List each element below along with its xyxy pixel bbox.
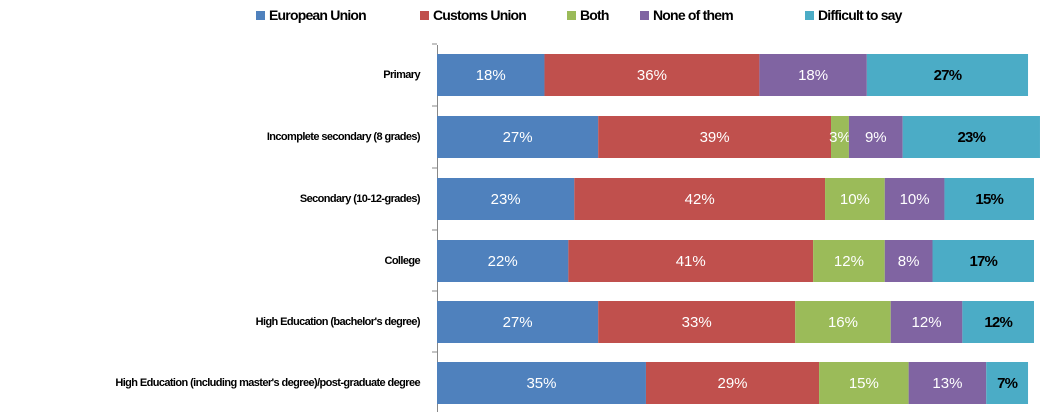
bar-segment	[831, 116, 849, 158]
bar-segment	[932, 240, 1034, 282]
bar-segment	[437, 178, 575, 220]
legend-swatch	[640, 11, 649, 20]
value-label: 17%	[969, 253, 997, 270]
legend-label: None of them	[653, 7, 733, 23]
value-label: 10%	[840, 191, 870, 208]
value-label: 23%	[491, 191, 521, 208]
bar-segment	[944, 178, 1034, 220]
value-label: 13%	[932, 375, 962, 392]
bar-segment	[544, 54, 760, 96]
value-label: 33%	[682, 314, 712, 331]
bar-segment	[825, 178, 885, 220]
category-label: Primary	[383, 69, 420, 81]
value-label: 41%	[676, 253, 706, 270]
category-label: College	[384, 255, 420, 267]
legend-swatch	[567, 11, 576, 20]
bar-segment	[568, 240, 814, 282]
bar-segment	[884, 240, 933, 282]
bar-segment	[574, 178, 826, 220]
bar-segment	[902, 116, 1040, 158]
bar-segment	[908, 362, 987, 404]
value-label: 10%	[900, 191, 930, 208]
bar-segment	[437, 116, 599, 158]
bar-segment	[986, 362, 1029, 404]
category-label: High Education (bachelor's degree)	[255, 316, 421, 328]
category-label: Secondary (10-12-grades)	[299, 193, 421, 205]
bar-segment	[437, 301, 599, 343]
legend-label: Both	[580, 7, 609, 23]
value-label: 15%	[975, 191, 1003, 208]
value-label: 18%	[476, 67, 506, 84]
value-label: 27%	[934, 67, 962, 84]
category-label: High Education (including master's degre…	[115, 377, 420, 389]
value-label: 15%	[849, 375, 879, 392]
bar-segment	[759, 54, 867, 96]
bar-segment	[437, 240, 569, 282]
bar-segment	[437, 362, 646, 404]
bar-segment	[813, 240, 885, 282]
bar-segment	[848, 116, 903, 158]
bar-segment	[884, 178, 945, 220]
bar-segment	[866, 54, 1029, 96]
value-label: 8%	[898, 253, 920, 270]
legend-swatch	[256, 11, 265, 20]
value-label: 27%	[503, 314, 533, 331]
bar-segment	[598, 301, 796, 343]
bar-segment	[437, 54, 545, 96]
value-label: 16%	[828, 314, 858, 331]
value-label: 22%	[488, 253, 518, 270]
value-label: 7%	[997, 375, 1018, 392]
value-label: 35%	[526, 375, 556, 392]
value-label: 42%	[685, 191, 715, 208]
bar-segment	[795, 301, 891, 343]
legend-label: European Union	[269, 7, 366, 23]
value-label: 12%	[912, 314, 942, 331]
value-label: 12%	[834, 253, 864, 270]
bar-segment	[819, 362, 909, 404]
value-label: 29%	[717, 375, 747, 392]
value-label: 39%	[700, 129, 730, 146]
legend-swatch	[805, 11, 814, 20]
value-label: 23%	[958, 129, 986, 146]
value-label: 36%	[637, 67, 667, 84]
bar-segment	[598, 116, 832, 158]
value-label: 9%	[865, 129, 887, 146]
value-label: 18%	[798, 67, 828, 84]
legend-label: Difficult to say	[818, 7, 903, 23]
legend-swatch	[420, 11, 429, 20]
bar-segment	[645, 362, 820, 404]
legend-label: Customs Union	[433, 7, 526, 23]
value-label: 3%	[829, 129, 851, 146]
value-label: 27%	[503, 129, 533, 146]
bar-segment	[890, 301, 963, 343]
category-label: Incomplete secondary (8 grades)	[266, 131, 421, 143]
value-label: 12%	[984, 314, 1012, 331]
bar-segment	[962, 301, 1034, 343]
